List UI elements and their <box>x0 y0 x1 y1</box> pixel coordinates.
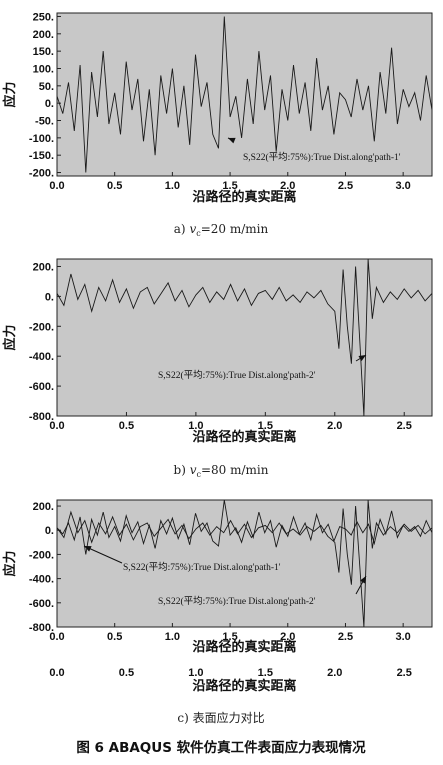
chart-2: 200.0.-200.-400.-600.-800.0.0 0.5 1.0 1.5 2.… <box>2 499 433 725</box>
caption-sub: c <box>196 470 201 479</box>
y-tick-label: 0. <box>45 291 54 303</box>
x-axis-label: 沿路径的真实距离 <box>192 639 296 655</box>
chart-1: 200. 0. -200. -400. -600. -800.0.0 0.5 1.0 1.5 2.… <box>2 258 433 479</box>
annotation-arrowhead <box>228 137 236 144</box>
x-tick-label: 1.0 <box>165 180 180 192</box>
caption-var: v <box>189 222 196 236</box>
x-tick-label: 1.0 <box>165 631 180 643</box>
x-tick-label: 2.0 <box>280 631 295 643</box>
y-tick-label: -400. <box>29 574 54 586</box>
x-tick-label: 1.5 <box>258 420 273 432</box>
annotation-label: S,S22(平均:75%):True Dist.along'path-2' <box>158 369 316 381</box>
y-tick-label: -400. <box>29 351 54 363</box>
x-tick-label: 0.0 <box>49 420 64 432</box>
y-tick-label: -150. <box>29 150 54 162</box>
y-tick-label: 50. <box>39 81 54 93</box>
x-tick-label: 1.5 <box>222 180 237 192</box>
chart-caption: b) vc=80 m/min <box>174 463 269 479</box>
x-tick-label: 2.5 <box>338 631 353 643</box>
annotation-arrowhead <box>359 576 366 584</box>
x-tick-label: 2.5 <box>338 180 353 192</box>
caption-sub: c <box>196 229 201 238</box>
series-line-0 <box>57 500 432 555</box>
x-tick-label: 1.0 <box>188 420 203 432</box>
caption-var: v <box>190 463 197 477</box>
y-axis-label: 应力 <box>2 550 18 576</box>
x-tick-label: 0.0 <box>49 631 64 643</box>
caption-prefix: c) <box>177 711 192 725</box>
y-tick-label: 100. <box>33 63 54 75</box>
y-tick-label: 150. <box>33 46 54 58</box>
x-tick-label: 2.0 <box>327 420 342 432</box>
y-tick-label: 250. <box>33 11 54 23</box>
chart-caption: c) 表面应力对比 <box>177 710 264 725</box>
caption-prefix: b) <box>174 463 190 477</box>
x-tick-label: 0.5 <box>119 420 134 432</box>
y-tick-label: 0. <box>45 98 54 110</box>
series-line-0 <box>57 16 432 173</box>
y-tick-label: -800. <box>29 622 54 634</box>
plot-area <box>56 12 433 177</box>
y-tick-label: 200. <box>33 29 54 41</box>
annotation-arrowhead <box>84 546 92 552</box>
x-tick-label: 1.5 <box>222 631 237 643</box>
annotation-label: S,S22(平均:75%):True Dist.along'path-1' <box>243 151 401 163</box>
x-tick-label: 0.0 <box>49 180 64 192</box>
x2-tick-label: 0.0 <box>49 667 64 679</box>
figure-title: 图 6 ABAQUS 软件仿真工件表面应力表现情况 <box>76 739 366 756</box>
y-axis-label: 应力 <box>2 324 18 350</box>
x2-tick-label: 2.0 <box>327 667 342 679</box>
x2-tick-label: 1.5 <box>258 667 273 679</box>
y-tick-label: -200. <box>29 168 54 180</box>
series-line-1 <box>57 500 432 627</box>
y-tick-label: -50. <box>35 116 54 128</box>
chart-0: 250. 200. 150. 100. 50. 0. -50. -100. -150. -200.… <box>2 11 433 238</box>
annotation-arrowhead <box>358 355 366 362</box>
y-tick-label: -200. <box>29 321 54 333</box>
x2-tick-label: 1.0 <box>188 667 203 679</box>
y-axis-label: 应力 <box>2 81 18 107</box>
x2-axis-label: 沿路径的真实距离 <box>192 678 296 694</box>
chart-caption: a) vc=20 m/min <box>174 222 269 238</box>
y-tick-label: 200. <box>33 501 54 513</box>
series-line-0 <box>57 259 432 416</box>
y-tick-label: -200. <box>29 549 54 561</box>
x-tick-label: 3.0 <box>396 180 411 192</box>
x-tick-label: 0.5 <box>107 631 122 643</box>
caption-prefix: a) <box>174 222 190 236</box>
y-tick-label: -600. <box>29 381 54 393</box>
x2-tick-label: 2.5 <box>397 667 412 679</box>
x-tick-label: 2.5 <box>397 420 412 432</box>
caption-rest: =80 m/min <box>201 463 269 477</box>
caption-rest: =20 m/min <box>201 222 269 236</box>
x-axis-label: 沿路径的真实距离 <box>192 429 296 445</box>
y-tick-label: -100. <box>29 133 54 145</box>
x-axis-label: 沿路径的真实距离 <box>192 189 296 205</box>
y-tick-label: 0. <box>45 525 54 537</box>
annotation-label: S,S22(平均:75%):True Dist.along'path-1' <box>123 561 281 573</box>
x-tick-label: 0.5 <box>107 180 122 192</box>
y-tick-label: -800. <box>29 411 54 423</box>
y-tick-label: -600. <box>29 598 54 610</box>
annotation-label: S,S22(平均:75%):True Dist.along'path-2' <box>158 595 316 607</box>
x-tick-label: 3.0 <box>396 631 411 643</box>
x-tick-label: 2.0 <box>280 180 295 192</box>
x2-tick-label: 0.5 <box>119 667 134 679</box>
y-tick-label: 200. <box>33 261 54 273</box>
caption-rest: 表面应力对比 <box>193 710 265 725</box>
